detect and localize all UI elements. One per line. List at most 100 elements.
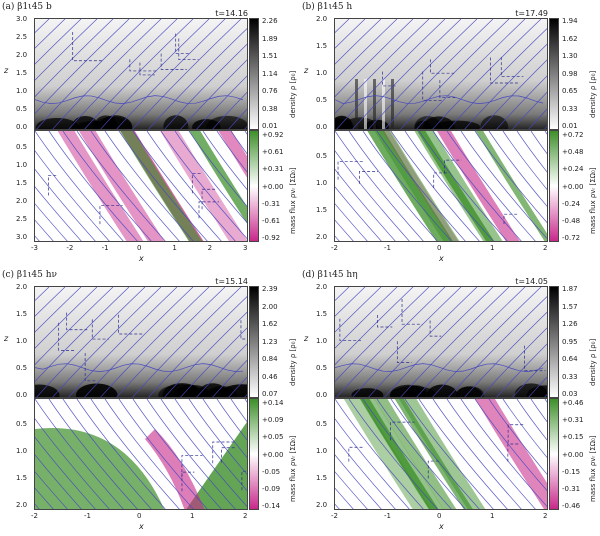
field-line: [335, 168, 396, 241]
x-tick-label: -2: [331, 512, 338, 520]
field-line: [336, 287, 446, 397]
field-line: [104, 399, 194, 509]
field-line: [384, 287, 494, 397]
field-line: [132, 287, 242, 397]
dashed-contour: [337, 160, 364, 180]
field-line: [348, 399, 438, 509]
dashed-contour: [359, 171, 379, 184]
field-line: [35, 399, 124, 509]
field-line: [132, 131, 222, 241]
density-stripe: [373, 79, 376, 129]
z-tick-label: 1.0: [16, 87, 28, 95]
z-tick-label: 0.0: [16, 391, 28, 399]
density-stripe: [391, 79, 394, 129]
field-line: [474, 399, 547, 492]
density-stripe: [382, 79, 385, 129]
density-plot: [34, 286, 248, 398]
density-tick-label: 0.33: [562, 372, 578, 381]
field-line: [352, 287, 462, 397]
density-tick-label: 0.33: [562, 104, 578, 113]
dashed-contour: [99, 205, 123, 225]
flux-colorbar: [549, 398, 559, 510]
flux-tick-label: +0.15: [562, 433, 584, 442]
z-tick-label: 1.0: [16, 337, 28, 345]
density-tick-label: 1.30: [562, 52, 578, 60]
density-tick-label: 1.62: [262, 320, 278, 328]
density-tick-label: 0.95: [562, 337, 578, 346]
flux-colorbar-label: mass flux ρvᵣ [ΣΩ₀]: [289, 435, 297, 502]
dashed-contour: [139, 62, 155, 76]
field-line: [35, 19, 66, 49]
density-tick-label: 0.38: [262, 104, 278, 113]
z-tick-label: 2.0: [316, 283, 328, 291]
z-tick-label: 0.0: [16, 123, 28, 131]
z-tick-label: 2.0: [316, 501, 328, 509]
z-tick-label: 2.0: [16, 197, 28, 205]
field-line: [216, 399, 247, 441]
time-stamp: t=15.14: [215, 277, 248, 286]
field-line: [362, 399, 452, 509]
field-line: [335, 19, 414, 98]
density-colorbar: [249, 286, 259, 398]
density-clump: [351, 388, 384, 397]
dashed-contour: [422, 71, 443, 102]
field-line: [335, 186, 382, 241]
field-line: [228, 376, 247, 397]
flux-tick-label: +0.09: [262, 416, 284, 425]
z-tick-label: 1.5: [316, 474, 328, 482]
density-clump: [76, 120, 113, 129]
field-line: [62, 399, 152, 509]
field-line: [35, 19, 130, 114]
flux-tick-label: +0.31: [562, 416, 584, 425]
field-line: [35, 487, 54, 509]
panel-title: (d) β1ι45 hη: [302, 270, 358, 280]
field-line: [48, 399, 138, 509]
field-line: [35, 168, 96, 241]
flux-tick-label: -0.72: [562, 234, 581, 242]
field-line: [384, 19, 494, 129]
flux-tick-label: +0.31: [262, 165, 284, 174]
density-colorbar: [549, 18, 559, 130]
x-tick-label: 0: [137, 244, 142, 252]
x-tick-label: -1: [384, 512, 391, 520]
flux-colorbar: [549, 130, 559, 242]
field-line: [52, 19, 162, 129]
field-line: [418, 399, 508, 509]
field-line: [188, 399, 247, 475]
field-line: [516, 131, 547, 173]
z-tick-label: 0.5: [316, 152, 328, 160]
field-line: [335, 287, 382, 333]
field-line: [464, 311, 547, 397]
flux-tick-label: +0.00: [562, 182, 584, 191]
field-line: [335, 454, 382, 509]
field-line: [488, 399, 547, 475]
field-line: [362, 131, 452, 241]
dashed-contour: [507, 443, 521, 462]
density-field: [35, 19, 247, 129]
time-stamp: t=17.49: [515, 9, 548, 18]
flux-colorbar-label: mass flux ρvᵣ [ΣΩ₀]: [289, 167, 297, 234]
field-line: [432, 287, 542, 397]
field-line: [116, 19, 226, 129]
field-line: [35, 203, 68, 241]
field-line: [335, 471, 368, 509]
dashed-contour: [500, 57, 524, 78]
density-tick-label: 0.46: [262, 372, 278, 381]
dashed-contour: [91, 319, 109, 340]
density-clump: [526, 385, 547, 397]
field-line: [52, 287, 162, 397]
field-line: [160, 131, 247, 240]
density-tick-label: 1.57: [562, 302, 578, 311]
dashed-contour: [58, 322, 76, 351]
density-colorbar-label: density ρ [ρ₀]: [589, 70, 597, 118]
field-line: [512, 91, 547, 129]
field-line: [416, 19, 526, 129]
field-line: [400, 19, 510, 129]
z-tick-label: 0.0: [316, 123, 328, 131]
flux-tick-label: +0.46: [562, 399, 584, 407]
field-line: [35, 287, 114, 366]
flux-colorbar-label: mass flux ρvᵣ [ΣΩ₀]: [589, 167, 597, 234]
dashed-contour: [382, 71, 396, 87]
field-line: [164, 311, 247, 397]
field-line: [432, 19, 542, 129]
